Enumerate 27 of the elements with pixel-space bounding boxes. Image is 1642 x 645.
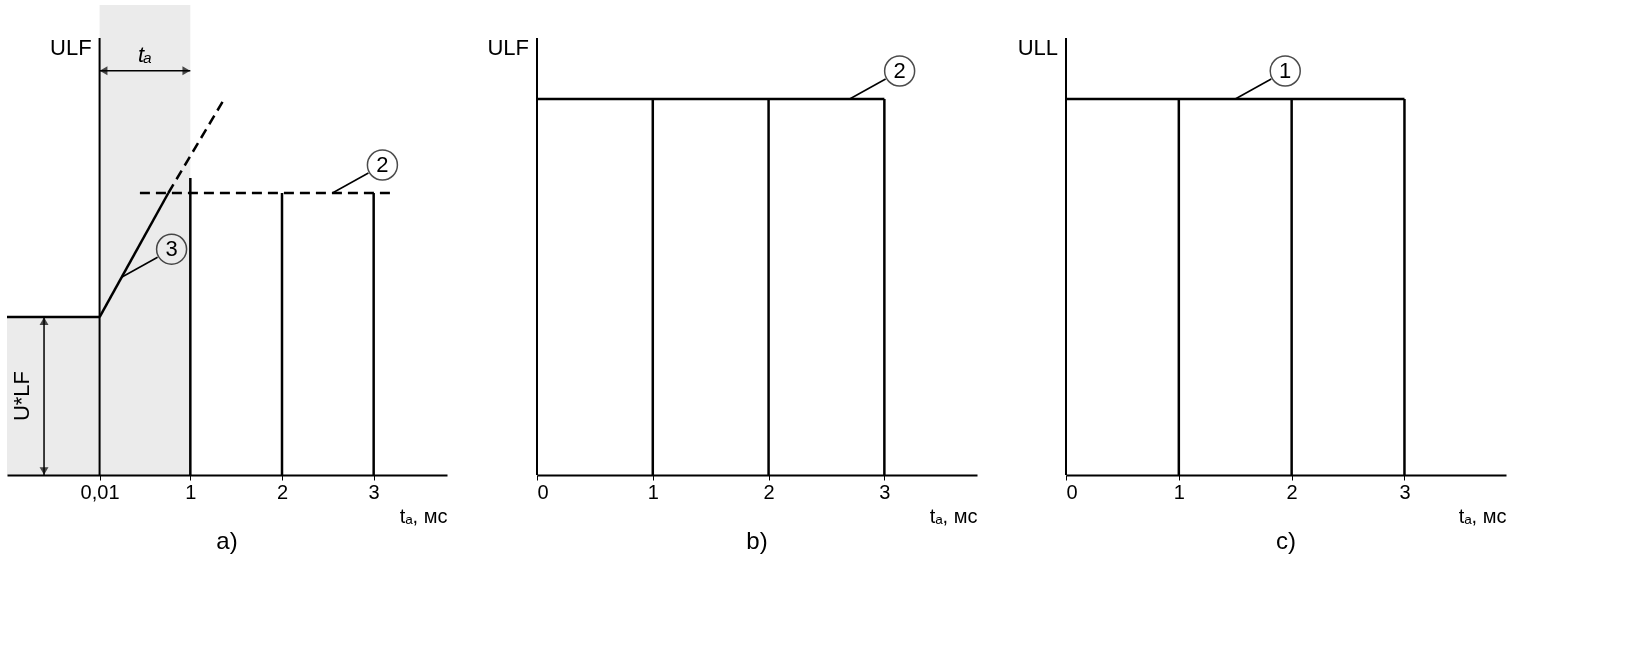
annotation: 2 [376,152,389,177]
y-axis-title: ULF [50,34,92,60]
y-axis-title: ULF [487,34,529,60]
annotation: 3 [165,236,178,262]
x-tick-label: 0 [1066,480,1078,503]
x-tick-label: 0 [537,480,549,503]
text: a) [216,527,238,554]
band-label: tₐ [137,41,153,67]
x-tick-label: 3 [1399,480,1411,503]
text: b) [746,527,768,554]
x-tick-label: 0,01 [80,480,120,503]
x-tick-label: 2 [276,480,289,503]
annotation: 2 [893,58,906,83]
y-axis-title: ULL [1017,34,1058,60]
x-tick-label: 2 [1286,480,1298,503]
x-axis-title: tₐ, мс [1458,504,1507,527]
x-tick-label: 1 [1173,480,1185,503]
band-label: U*LF [9,370,35,422]
x-axis-title: tₐ, мс [929,504,978,527]
text: c) [1276,527,1296,554]
x-tick-label: 3 [879,480,891,503]
x-axis-title: tₐ, мс [399,504,448,527]
x-tick-label: 3 [368,480,380,503]
x-tick-label: 2 [763,480,775,503]
x-tick-label: 1 [185,480,197,503]
x-tick-label: 1 [647,480,659,503]
annotation: 1 [1279,58,1292,83]
